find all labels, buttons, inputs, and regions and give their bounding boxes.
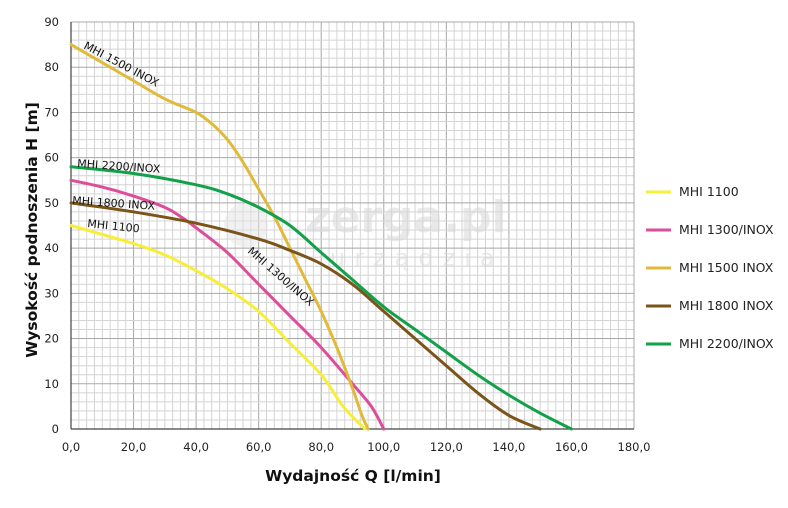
legend-label-mhi-1300-inox: MHI 1300/INOX — [679, 222, 774, 237]
x-tick-label: 40,0 — [183, 440, 209, 454]
watermark-text: zerga.pl — [305, 192, 507, 243]
y-axis-title: Wysokość podnoszenia H [m] — [23, 102, 41, 358]
legend: MHI 1100 MHI 1300/INOX MHI 1500 INOX MHI 18… — [646, 184, 774, 351]
x-tick-label: 100,0 — [367, 440, 400, 454]
grid — [71, 21, 635, 429]
y-tick-label: 60 — [44, 151, 59, 165]
legend-label-mhi-1800-inox: MHI 1800 INOX — [679, 298, 774, 313]
x-tick-label: 80,0 — [308, 440, 334, 454]
y-tick-label: 90 — [44, 15, 59, 29]
tick-labels: 0,0 20,0 40,0 60,0 80,0 100,0 120,0 140,0 160,0 1… — [44, 15, 650, 454]
y-tick-label: 0 — [52, 422, 59, 436]
y-tick-label: 70 — [44, 105, 59, 119]
series-line-mhi-2200-inox — [69, 165, 573, 431]
curve-label-mhi-1800-inox: MHI 1800 INOX — [72, 194, 156, 213]
y-tick-label: 10 — [44, 377, 59, 391]
x-tick-label: 160,0 — [555, 440, 588, 454]
legend-label-mhi-2200-inox: MHI 2200/INOX — [679, 336, 774, 351]
watermark-logo-icon — [224, 203, 268, 247]
series — [69, 43, 573, 431]
curve-label-mhi-1100: MHI 1100 — [87, 217, 141, 235]
series-line-mhi-1500-inox — [69, 43, 370, 431]
series-line-mhi-1100 — [69, 224, 367, 431]
y-tick-label: 20 — [44, 332, 59, 346]
x-tick-label: 60,0 — [246, 440, 272, 454]
curve-label-mhi-2200-inox: MHI 2200/INOX — [77, 157, 161, 176]
watermark: zerga.pl urządzia — [224, 192, 507, 272]
watermark-subtext: urządzia — [330, 244, 504, 272]
x-tick-label: 0,0 — [62, 440, 80, 454]
x-tick-label: 140,0 — [492, 440, 525, 454]
x-tick-label: 20,0 — [121, 440, 147, 454]
x-tick-label: 180,0 — [618, 440, 651, 454]
legend-label-mhi-1100: MHI 1100 — [679, 184, 739, 199]
y-tick-label: 30 — [44, 286, 59, 300]
x-axis-title: Wydajność Q [l/min] — [265, 467, 441, 485]
x-tick-label: 120,0 — [430, 440, 463, 454]
y-tick-label: 80 — [44, 60, 59, 74]
legend-label-mhi-1500-inox: MHI 1500 INOX — [679, 260, 774, 275]
series-line-mhi-1300-inox — [69, 178, 386, 431]
y-tick-label: 50 — [44, 196, 59, 210]
series-line-mhi-1800-inox — [69, 201, 542, 431]
y-tick-label: 40 — [44, 241, 59, 255]
